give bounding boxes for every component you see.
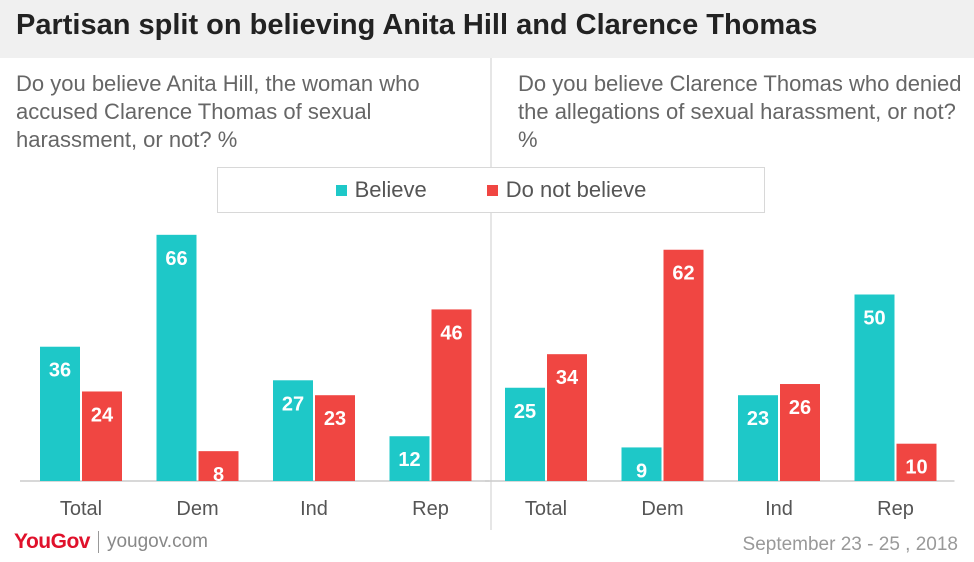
category-label-1-dem: Dem	[176, 498, 218, 520]
data-label-2-dem-believe: 9	[636, 460, 647, 482]
data-label-2-rep-not-believe: 10	[905, 457, 927, 479]
bar-2-dem-not-believe	[663, 249, 704, 481]
data-label-2-total-believe: 25	[514, 401, 536, 423]
bar-1-dem-not-believe	[198, 451, 239, 481]
bar-1-ind-believe	[273, 380, 313, 481]
data-label-2-ind-believe: 23	[747, 408, 769, 430]
legend-label-not-believe: Do not believe	[505, 177, 647, 202]
category-label-1-rep: Rep	[412, 498, 449, 520]
footer-separator	[97, 531, 99, 553]
bar-2-total-believe	[505, 387, 545, 481]
chart-title: Partisan split on believing Anita Hill a…	[16, 9, 818, 41]
bar-2-total-not-believe	[547, 354, 587, 481]
data-label-1-rep-not-believe: 46	[440, 322, 462, 344]
legend-item-not-believe: Do not believe	[486, 177, 647, 203]
bar-2-ind-not-believe	[780, 384, 820, 481]
footer-date: September 23 - 25 , 2018	[742, 534, 958, 555]
bar-1-rep-believe	[389, 436, 430, 481]
data-label-1-dem-believe: 66	[165, 248, 187, 270]
data-label-2-ind-not-believe: 26	[789, 397, 811, 419]
footer-brand: YouGov yougov.com	[14, 530, 208, 554]
data-label-2-dem-not-believe: 62	[672, 263, 694, 285]
footer-url: yougov.com	[106, 531, 208, 552]
category-label-2-total: Total	[525, 498, 567, 520]
category-label-2-rep: Rep	[877, 498, 914, 520]
header: Partisan split on believing Anita Hill a…	[0, 0, 974, 58]
bar-2-rep-believe	[854, 294, 895, 481]
category-label-1-ind: Ind	[300, 498, 328, 520]
category-label-2-ind: Ind	[765, 498, 793, 520]
data-label-1-dem-not-believe: 8	[213, 464, 224, 486]
bar-1-rep-not-believe	[431, 309, 472, 481]
legend-swatch-believe	[335, 184, 347, 196]
data-label-1-total-not-believe: 24	[91, 404, 114, 426]
bar-1-dem-believe	[156, 234, 197, 481]
bar-1-total-not-believe	[82, 391, 122, 481]
legend: Believe Do not believe	[217, 167, 765, 213]
yougov-logo: YouGov	[14, 530, 90, 553]
bar-2-ind-believe	[738, 395, 778, 481]
bar-1-total-believe	[40, 346, 80, 481]
bar-chart: 36 24 Total 66 8 Dem 27 23 Ind 12 46 Rep 25 34 Total 9 6…	[20, 58, 955, 530]
data-label-1-ind-believe: 27	[282, 393, 304, 415]
left-question: Do you believe Anita Hill, the woman who…	[16, 71, 420, 152]
data-label-1-total-believe: 36	[49, 360, 71, 382]
right-question: Do you believe Clarence Thomas who denie…	[518, 71, 962, 152]
bar-2-rep-not-believe	[896, 443, 937, 481]
data-label-2-total-not-believe: 34	[556, 367, 579, 389]
data-label-2-rep-believe: 50	[863, 308, 885, 330]
legend-item-believe: Believe	[335, 177, 427, 203]
category-label-2-dem: Dem	[641, 498, 683, 520]
category-label-1-total: Total	[60, 498, 102, 520]
data-label-1-ind-not-believe: 23	[324, 408, 346, 430]
bar-2-dem-believe	[621, 447, 662, 481]
legend-label-believe: Believe	[354, 177, 427, 202]
data-label-1-rep-believe: 12	[398, 449, 420, 471]
legend-swatch-not-believe	[486, 184, 498, 196]
bar-1-ind-not-believe	[315, 395, 355, 481]
